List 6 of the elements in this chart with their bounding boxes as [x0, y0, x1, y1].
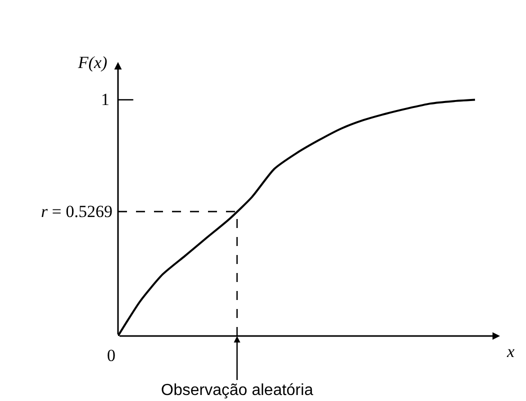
y-axis-title: F(x)	[77, 53, 108, 72]
text: Observação aleatória	[161, 382, 314, 399]
text: 0	[107, 346, 116, 365]
ref-line-label: r = 0.5269	[41, 202, 112, 221]
x-axis-title: x	[506, 342, 515, 361]
text: 1	[101, 90, 110, 109]
